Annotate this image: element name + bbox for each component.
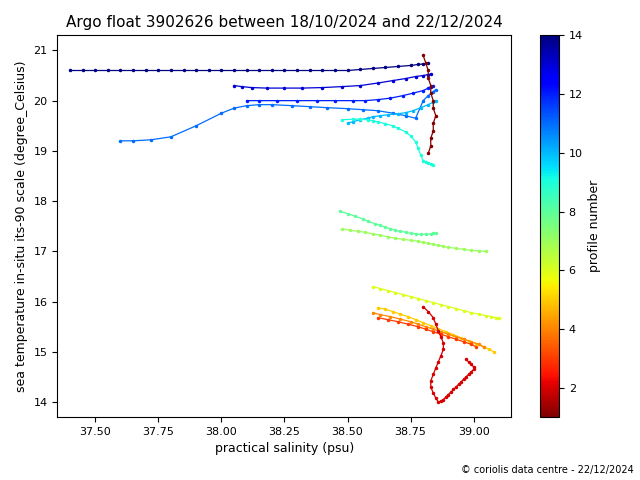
Y-axis label: sea temperature in-situ its-90 scale (degree_Celsius): sea temperature in-situ its-90 scale (de… (15, 60, 28, 392)
X-axis label: practical salinity (psu): practical salinity (psu) (215, 443, 354, 456)
Title: Argo float 3902626 between 18/10/2024 and 22/12/2024: Argo float 3902626 between 18/10/2024 an… (66, 15, 503, 30)
Y-axis label: profile number: profile number (588, 180, 602, 272)
Text: © coriolis data centre - 22/12/2024: © coriolis data centre - 22/12/2024 (461, 465, 634, 475)
